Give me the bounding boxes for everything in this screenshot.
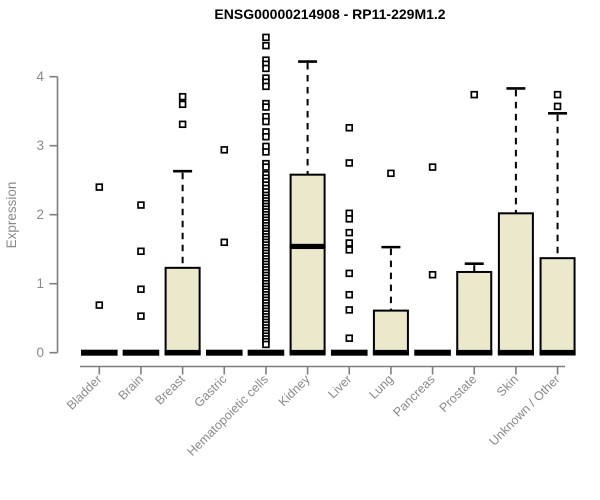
- outlier-point: [137, 312, 145, 320]
- x-tick-label-kidney: Kidney: [276, 372, 313, 409]
- outlier-point: [178, 120, 187, 129]
- boxes: [81, 33, 576, 356]
- box-gastric: [205, 146, 243, 356]
- outlier-point: [262, 103, 270, 111]
- y-tick-label: 0: [36, 345, 44, 360]
- y-tick-label: 3: [36, 138, 44, 153]
- outlier-point: [178, 92, 187, 101]
- outlier-point: [178, 100, 187, 109]
- box-bottom-bar: [456, 349, 493, 356]
- box-bottom-bar: [164, 349, 201, 356]
- y-tick-label: 1: [36, 276, 44, 291]
- x-tick-label-hematopoietic-cells: Hematopoietic cells: [185, 372, 272, 459]
- collapsed-box: [122, 349, 160, 356]
- median-line: [289, 243, 326, 250]
- outlier-point: [387, 169, 395, 178]
- box-body: [497, 212, 534, 354]
- outlier-point: [345, 239, 354, 247]
- box-liver: [330, 124, 368, 356]
- outlier-point: [428, 270, 437, 279]
- chart-title: ENSG00000214908 - RP11-229M1.2: [214, 6, 445, 22]
- outlier-point: [345, 269, 354, 278]
- outlier-point: [345, 124, 354, 132]
- x-tick-label-gastric: Gastric: [192, 372, 230, 410]
- x-tick-label-breast: Breast: [152, 372, 188, 408]
- outlier-point: [553, 102, 562, 111]
- outlier-point: [345, 159, 354, 167]
- collapsed-box: [205, 349, 243, 356]
- outlier-point: [345, 215, 354, 223]
- box-unknown-other: [539, 90, 576, 356]
- outlier-point: [262, 33, 270, 42]
- outlier-point: [262, 340, 270, 349]
- collapsed-box: [247, 349, 285, 356]
- outlier-point: [95, 301, 104, 309]
- y-tick-label: 2: [36, 207, 44, 222]
- collapsed-box: [330, 349, 368, 356]
- outlier-point: [470, 90, 478, 99]
- outlier-point: [345, 228, 354, 237]
- collapsed-box: [81, 349, 118, 356]
- outlier-point: [345, 290, 354, 299]
- box-bottom-bar: [539, 349, 576, 356]
- collapsed-box: [414, 349, 451, 356]
- outlier-point: [137, 285, 145, 293]
- outlier-point: [428, 163, 437, 171]
- box-kidney: [289, 60, 326, 356]
- box-skin: [497, 87, 534, 356]
- outlier-point: [262, 64, 270, 73]
- box-pancreas: [414, 163, 451, 356]
- box-lung: [372, 169, 409, 356]
- x-tick-label-prostate: Prostate: [437, 372, 480, 415]
- outlier-point: [553, 90, 562, 99]
- outlier-point: [345, 306, 354, 314]
- x-tick-label-lung: Lung: [366, 372, 396, 402]
- outlier-point: [220, 238, 229, 247]
- box-brain: [122, 201, 160, 356]
- outlier-point: [137, 201, 145, 209]
- outlier-point: [95, 183, 104, 191]
- x-tick-label-skin: Skin: [494, 372, 521, 399]
- outlier-point: [220, 146, 229, 154]
- outlier-point: [262, 148, 270, 156]
- outlier-point: [262, 132, 270, 141]
- box-body: [372, 309, 409, 354]
- box-hematopoietic-cells: [247, 33, 285, 356]
- box-breast: [164, 92, 201, 356]
- x-tick-label-bladder: Bladder: [64, 372, 104, 412]
- outlier-point: [262, 41, 270, 50]
- box-body: [539, 257, 576, 354]
- y-tick-label: 4: [36, 69, 44, 84]
- outlier-point: [262, 117, 270, 126]
- x-tick-label-liver: Liver: [325, 372, 354, 401]
- box-prostate: [456, 90, 493, 356]
- x-tick-label-unknown-other: Unknown / Other: [486, 372, 562, 448]
- box-bladder: [81, 183, 118, 356]
- box-body: [456, 270, 493, 354]
- box-body: [289, 173, 326, 354]
- x-tick-label-brain: Brain: [116, 372, 147, 403]
- y-axis-title: Expression: [4, 182, 19, 249]
- outlier-point: [345, 334, 354, 342]
- outlier-point: [262, 82, 270, 91]
- x-tick-label-pancreas: Pancreas: [390, 372, 437, 419]
- box-bottom-bar: [289, 349, 326, 356]
- box-body: [164, 266, 201, 354]
- outlier-point: [137, 247, 145, 256]
- outlier-point: [345, 246, 354, 254]
- box-bottom-bar: [372, 349, 409, 356]
- box-bottom-bar: [497, 349, 534, 356]
- outlier-point: [262, 163, 270, 171]
